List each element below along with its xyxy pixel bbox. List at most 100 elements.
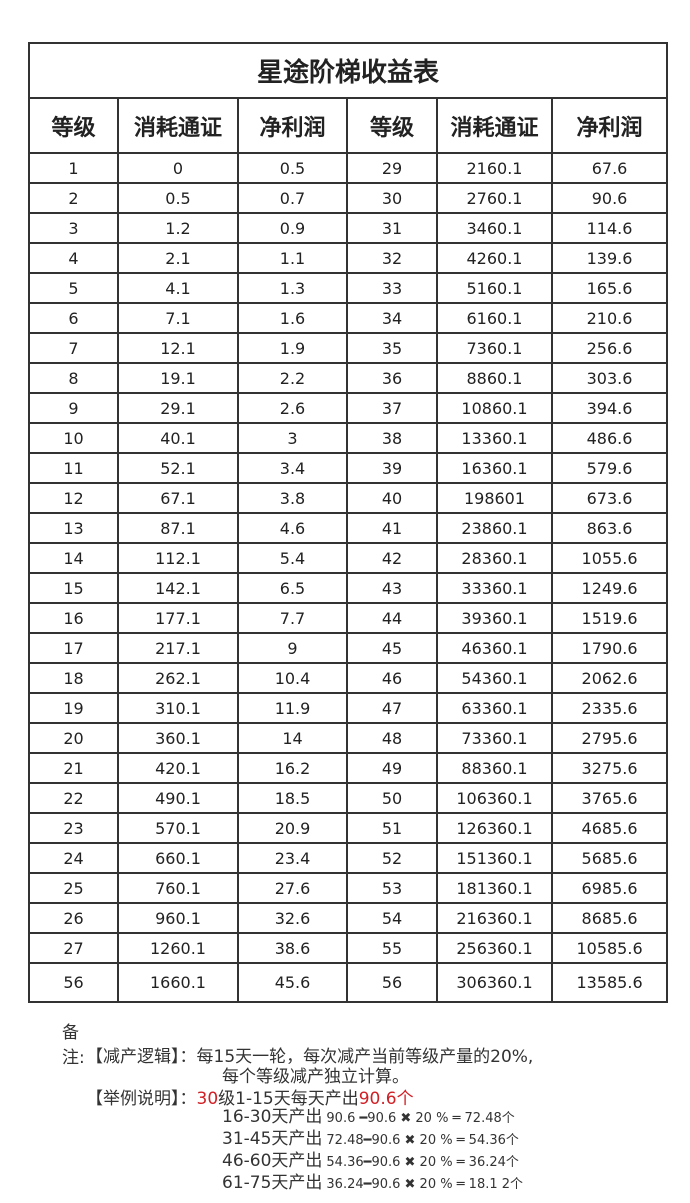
table-cell: 90.6: [550, 182, 669, 214]
table-cell: 67.6: [550, 152, 669, 184]
table-cell: 8860.1: [436, 362, 553, 394]
table-cell: 23: [28, 812, 119, 844]
table-row: 1 0 0.5 29 2160.1 67.6: [28, 152, 669, 184]
table-cell: 32: [346, 242, 438, 274]
table-cell: 126360.1: [436, 812, 553, 844]
table-cell: 3: [28, 212, 119, 244]
table-cell: 6: [28, 302, 119, 334]
step-period: 46-60天产出: [222, 1151, 323, 1171]
table-cell: 960.1: [117, 902, 239, 934]
table-cell: 394.6: [550, 392, 669, 424]
table-cell: 10860.1: [436, 392, 553, 424]
table-cell: 46360.1: [436, 632, 553, 664]
table-cell: 29: [346, 152, 438, 184]
table-cell: 20.9: [237, 812, 348, 844]
table-cell: 38: [346, 422, 438, 454]
step-formula: 90.6 ━90.6 ✖ 20 % ═ 72.48个: [326, 1111, 515, 1126]
table-row: 14 112.1 5.4 42 28360.1 1055.6: [28, 542, 669, 574]
table-cell: 8685.6: [550, 902, 669, 934]
table-cell: 56: [28, 962, 119, 1003]
table-cell: 44: [346, 602, 438, 634]
table-cell: 6160.1: [436, 302, 553, 334]
logic-label: 【减产逻辑】：: [86, 1047, 197, 1067]
table-cell: 216360.1: [436, 902, 553, 934]
table-row: 56 1660.1 45.6 56 306360.1 13585.6: [28, 962, 669, 1003]
table-cell: 54: [346, 902, 438, 934]
table-cell: 3765.6: [550, 782, 669, 814]
column-header: 等级: [28, 97, 119, 154]
table-cell: 18: [28, 662, 119, 694]
table-cell: 177.1: [117, 602, 239, 634]
step-formula: 36.24━90.6 ✖ 20 % ═ 18.1 2个: [326, 1177, 524, 1192]
table-cell: 4260.1: [436, 242, 553, 274]
table-cell: 22: [28, 782, 119, 814]
table-cell: 106360.1: [436, 782, 553, 814]
table-cell: 27: [28, 932, 119, 964]
table-cell: 13360.1: [436, 422, 553, 454]
table-cell: 39360.1: [436, 602, 553, 634]
table-cell: 7: [28, 332, 119, 364]
table-cell: 2: [28, 182, 119, 214]
table-cell: 3: [237, 422, 348, 454]
table-row: 18 262.1 10.4 46 54360.1 2062.6: [28, 662, 669, 694]
table-row: 25 760.1 27.6 53 181360.1 6985.6: [28, 872, 669, 904]
table-cell: 10585.6: [550, 932, 669, 964]
table-cell: 1519.6: [550, 602, 669, 634]
table-cell: 47: [346, 692, 438, 724]
table-cell: 63360.1: [436, 692, 553, 724]
table-cell: 0: [117, 152, 239, 184]
table-cell: 33360.1: [436, 572, 553, 604]
table-cell: 5: [28, 272, 119, 304]
table-row: 6 7.1 1.6 34 6160.1 210.6: [28, 302, 669, 334]
table-cell: 67.1: [117, 482, 239, 514]
table-cell: 10.4: [237, 662, 348, 694]
table-cell: 310.1: [117, 692, 239, 724]
table-cell: 14: [28, 542, 119, 574]
table-cell: 165.6: [550, 272, 669, 304]
table-cell: 16360.1: [436, 452, 553, 484]
table-cell: 21: [28, 752, 119, 784]
table-cell: 2160.1: [436, 152, 553, 184]
table-cell: 0.5: [117, 182, 239, 214]
table-cell: 3.8: [237, 482, 348, 514]
table-cell: 0.7: [237, 182, 348, 214]
table-cell: 760.1: [117, 872, 239, 904]
table-cell: 56: [346, 962, 438, 1003]
table-cell: 50: [346, 782, 438, 814]
table-cell: 2.6: [237, 392, 348, 424]
table-cell: 11: [28, 452, 119, 484]
table-cell: 1: [28, 152, 119, 184]
table-cell: 27.6: [237, 872, 348, 904]
logic-line1: 每15天一轮，每次减产当前等级产量的20%,: [196, 1047, 534, 1067]
table-cell: 9: [237, 632, 348, 664]
table-cell: 210.6: [550, 302, 669, 334]
table-cell: 36: [346, 362, 438, 394]
table-cell: 217.1: [117, 632, 239, 664]
column-header: 等级: [346, 97, 438, 154]
table-cell: 490.1: [117, 782, 239, 814]
table-row: 17 217.1 9 45 46360.1 1790.6: [28, 632, 669, 664]
table-cell: 181360.1: [436, 872, 553, 904]
table-cell: 303.6: [550, 362, 669, 394]
step-period: 16-30天产出: [222, 1107, 323, 1127]
table-cell: 5160.1: [436, 272, 553, 304]
table-title: 星途阶梯收益表: [27, 42, 669, 99]
logic-row: 【减产逻辑】：每15天一轮，每次减产当前等级产量的20%,: [86, 1042, 533, 1067]
table-cell: 25: [28, 872, 119, 904]
table-cell: 34: [346, 302, 438, 334]
table-cell: 37: [346, 392, 438, 424]
table-cell: 6985.6: [550, 872, 669, 904]
column-header: 净利润: [237, 97, 348, 154]
step-period: 31-45天产出: [222, 1129, 323, 1149]
table-cell: 863.6: [550, 512, 669, 544]
table-row: 2 0.5 0.7 30 2760.1 90.6: [28, 182, 669, 214]
table-cell: 55: [346, 932, 438, 964]
table-row: 12 67.1 3.8 40 198601 673.6: [28, 482, 669, 514]
table-cell: 40: [346, 482, 438, 514]
table-row: 3 1.2 0.9 31 3460.1 114.6: [28, 212, 669, 244]
table-cell: 262.1: [117, 662, 239, 694]
table-cell: 13585.6: [550, 962, 669, 1003]
table-row: 5 4.1 1.3 33 5160.1 165.6: [28, 272, 669, 304]
table-cell: 139.6: [550, 242, 669, 274]
table-cell: 30: [346, 182, 438, 214]
